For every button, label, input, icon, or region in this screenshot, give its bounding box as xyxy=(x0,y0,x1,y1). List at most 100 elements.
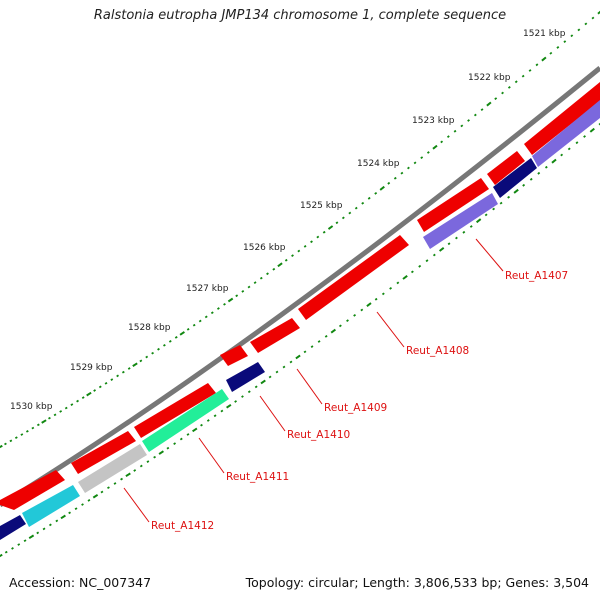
minor-tick xyxy=(522,183,526,187)
minor-tick xyxy=(310,240,313,244)
minor-tick xyxy=(53,413,57,417)
cds-feature[interactable] xyxy=(493,158,537,198)
inner-scale-track xyxy=(0,122,600,558)
minor-tick xyxy=(186,433,190,436)
gene-label[interactable]: Reut_A1411 xyxy=(226,471,289,483)
minor-tick xyxy=(74,507,78,511)
minor-tick xyxy=(20,433,24,436)
minor-tick xyxy=(186,327,190,331)
major-tick xyxy=(379,185,385,191)
major-tick xyxy=(86,391,92,397)
minor-tick xyxy=(275,370,279,374)
cds-feature[interactable] xyxy=(250,318,300,353)
minor-tick xyxy=(529,177,533,181)
minor-tick xyxy=(241,290,245,293)
minor-tick xyxy=(254,385,258,389)
minor-tick xyxy=(116,374,119,378)
major-tick xyxy=(158,450,164,455)
minor-tick xyxy=(234,400,238,403)
major-tick xyxy=(402,275,408,280)
cds-feature[interactable] xyxy=(71,431,136,474)
minor-tick xyxy=(120,477,124,481)
minor-tick xyxy=(484,213,488,217)
minor-tick xyxy=(93,389,96,392)
minor-tick xyxy=(110,378,114,381)
cds-feature[interactable] xyxy=(134,383,216,438)
minor-tick xyxy=(501,91,504,95)
cds-feature[interactable] xyxy=(78,444,147,493)
major-tick xyxy=(227,297,234,303)
minor-tick xyxy=(310,345,314,349)
cds-feature[interactable] xyxy=(226,362,265,392)
minor-tick xyxy=(425,259,429,263)
minor-tick xyxy=(4,550,8,554)
minor-tick xyxy=(166,446,170,450)
minor-tick xyxy=(192,323,196,327)
scale-label: 1529 kbp xyxy=(70,363,113,373)
cds-feature[interactable] xyxy=(298,235,409,320)
major-tick xyxy=(0,444,3,449)
chromosome-backbone xyxy=(0,66,600,508)
minor-tick xyxy=(535,63,539,67)
minor-tick xyxy=(598,122,600,126)
scale-labels: 1521 kbp 1522 kbp 1523 kbp 1524 kbp 1525… xyxy=(10,29,566,412)
gene-label[interactable]: Reut_A1412 xyxy=(151,520,214,532)
minor-tick xyxy=(354,206,358,210)
minor-tick xyxy=(360,308,364,312)
major-tick xyxy=(28,534,35,540)
cds-feature[interactable] xyxy=(524,82,600,155)
minor-tick xyxy=(303,350,307,354)
major-tick xyxy=(513,188,519,194)
minor-tick xyxy=(381,292,385,296)
cds-feature[interactable] xyxy=(423,193,498,249)
minor-tick xyxy=(31,426,35,430)
minor-tick xyxy=(107,486,110,490)
minor-tick xyxy=(410,270,414,274)
minor-tick xyxy=(291,254,294,258)
minor-tick xyxy=(272,267,276,271)
minor-tick xyxy=(567,147,571,151)
minor-tick xyxy=(81,503,84,506)
scale-label: 1525 kbp xyxy=(300,201,343,211)
minor-tick xyxy=(407,166,410,170)
cds-feature[interactable] xyxy=(487,151,525,185)
minor-tick xyxy=(335,221,339,225)
cds-feature[interactable] xyxy=(220,345,248,366)
minor-tick xyxy=(113,482,117,485)
minor-tick xyxy=(338,324,342,328)
gene-label[interactable]: Reut_A1408 xyxy=(406,345,469,357)
major-tick xyxy=(0,553,3,558)
gene-label[interactable]: Reut_A1409 xyxy=(324,402,387,414)
accession-text: Accession: NC_007347 xyxy=(9,575,152,590)
cds-feature[interactable] xyxy=(417,178,489,232)
minor-tick xyxy=(560,153,564,157)
minor-tick xyxy=(121,370,125,374)
minor-tick xyxy=(9,439,13,443)
minor-tick xyxy=(591,16,595,20)
cds-feature[interactable] xyxy=(532,100,600,167)
minor-tick xyxy=(317,340,321,343)
minor-tick xyxy=(25,430,29,433)
cds-feature[interactable] xyxy=(142,389,229,452)
minor-tick xyxy=(447,242,451,246)
minor-tick xyxy=(36,531,40,535)
minor-tick xyxy=(583,135,586,138)
major-tick xyxy=(125,472,131,478)
minor-tick xyxy=(282,365,286,369)
minor-tick xyxy=(577,28,581,32)
cds-feature[interactable] xyxy=(0,470,65,510)
minor-tick xyxy=(396,281,400,285)
major-tick xyxy=(486,101,492,107)
minor-tick xyxy=(453,129,457,133)
cds-feature[interactable] xyxy=(0,515,26,540)
minor-tick xyxy=(303,244,307,248)
minor-tick xyxy=(507,86,511,89)
gene-label[interactable]: Reut_A1410 xyxy=(287,429,350,441)
gene-label[interactable]: Reut_A1407 xyxy=(505,270,568,282)
cds-feature[interactable] xyxy=(22,485,80,527)
minor-tick xyxy=(494,97,498,101)
minor-tick xyxy=(374,297,378,301)
minor-tick xyxy=(145,355,149,359)
map-title: Ralstonia eutropha JMP134 chromosome 1, … xyxy=(93,8,507,23)
leader-line xyxy=(296,368,323,405)
